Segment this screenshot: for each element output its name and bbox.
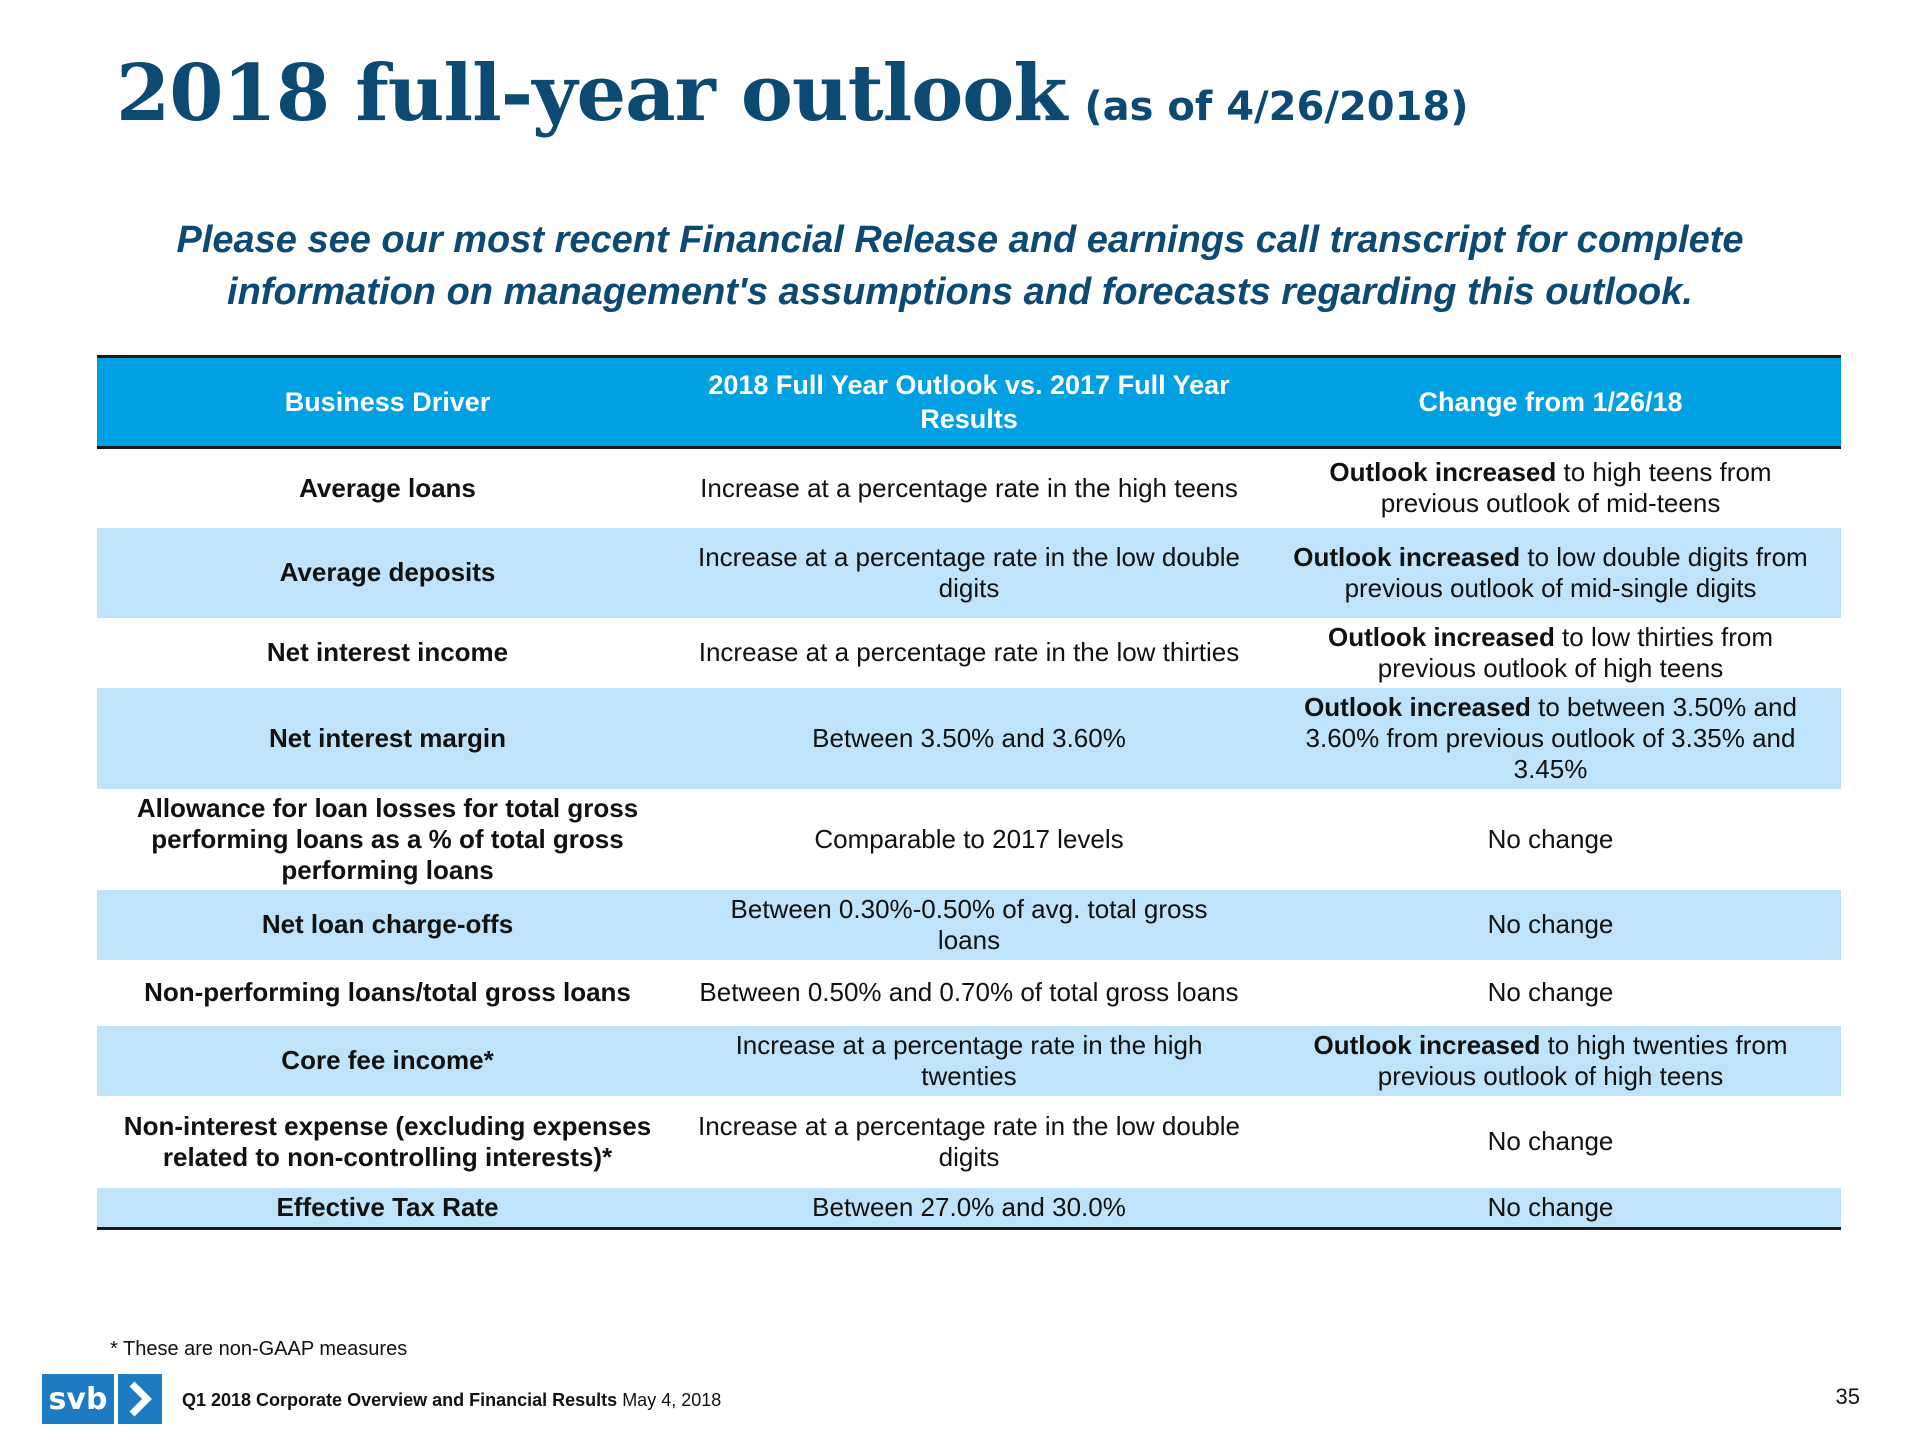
cell-outlook: Between 0.30%-0.50% of avg. total gross … <box>678 889 1260 960</box>
change-detail: No change <box>1487 823 1614 854</box>
cell-change: No change <box>1260 1187 1841 1228</box>
table-row: Non-interest expense (excluding expenses… <box>97 1096 1841 1188</box>
page-title: 2018 full-year outlook <box>116 48 1067 139</box>
footer-date: May 4, 2018 <box>622 1390 722 1410</box>
page-title-note: (as of 4/26/2018) <box>1084 84 1469 130</box>
change-detail: to low double digits from previous outlo… <box>1344 541 1808 603</box>
change-emphasis: Outlook increased <box>1293 541 1521 572</box>
change-emphasis: Outlook increased <box>1304 691 1531 722</box>
cell-business-driver: Average loans <box>299 472 476 503</box>
cell-outlook: Comparable to 2017 levels <box>814 823 1124 854</box>
page-number: 35 <box>1835 1384 1860 1409</box>
cell-outlook: Increase at a percentage rate in the low… <box>697 1110 1241 1172</box>
cell-outlook: Increase at a percentage rate in the low… <box>678 527 1260 618</box>
cell-change: No change <box>1260 789 1841 890</box>
change-detail: No change <box>1487 977 1614 1007</box>
cell-outlook: Between 3.50% and 3.60% <box>678 687 1260 789</box>
cell-change: Outlook increased to high twenties from … <box>1260 1025 1841 1096</box>
cell-outlook: Increase at a percentage rate in the hig… <box>700 472 1238 503</box>
change-detail: to high teens from previous outlook of m… <box>1380 457 1772 519</box>
intro-line-1: Please see our most recent Financial Rel… <box>176 219 1744 261</box>
table-row: Effective Tax Rate Between 27.0% and 30.0… <box>97 1187 1841 1228</box>
change-detail: to low thirties from previous outlook of… <box>1377 621 1773 683</box>
change-emphasis: Outlook increased <box>1313 1029 1541 1060</box>
change-detail: to between 3.50% and 3.60% from previous… <box>1305 691 1797 784</box>
chevron-right-icon <box>118 1374 162 1424</box>
cell-change: No change <box>1260 889 1841 960</box>
change-emphasis: Outlook increased <box>1329 457 1557 488</box>
change-detail: No change <box>1487 909 1614 939</box>
change-detail: to high twenties from previous outlook o… <box>1377 1029 1788 1091</box>
svb-logo: svb <box>42 1374 162 1424</box>
cell-change: Outlook increased to low thirties from p… <box>1260 618 1841 688</box>
change-detail: No change <box>1487 1126 1614 1156</box>
column-header-business-driver: Business Driver <box>97 356 678 449</box>
table-row: Average loans Increase at a percentage ra… <box>97 448 1841 528</box>
table-row: Core fee income* Increase at a percentage… <box>97 1025 1841 1096</box>
column-header-change: Change from 1/26/18 <box>1260 356 1841 449</box>
table-row: Net loan charge-offs Between 0.30%-0.50% … <box>97 889 1841 960</box>
table-header-row: Business Driver 2018 Full Year Outlook v… <box>97 356 1841 449</box>
page-title-block: 2018 full-year outlook (as of 4/26/2018) <box>116 48 1469 139</box>
footer-doc-title: Q1 2018 Corporate Overview and Financial… <box>182 1390 618 1410</box>
logo-wordmark: svb <box>42 1374 114 1424</box>
cell-business-driver: Core fee income* <box>97 1025 678 1096</box>
cell-business-driver: Allowance for loan losses for total gros… <box>136 792 639 885</box>
footer-text: Q1 2018 Corporate Overview and Financial… <box>182 1390 721 1411</box>
cell-business-driver: Effective Tax Rate <box>97 1187 678 1228</box>
cell-business-driver: Net interest income <box>266 637 509 667</box>
column-header-outlook: 2018 Full Year Outlook vs. 2017 Full Yea… <box>678 356 1260 449</box>
table-row: Allowance for loan losses for total gros… <box>97 789 1841 890</box>
cell-business-driver: Net interest margin <box>97 687 678 789</box>
cell-outlook: Between 27.0% and 30.0% <box>678 1187 1260 1228</box>
cell-change: Outlook increased to high teens from pre… <box>1260 448 1841 528</box>
table-row: Non-performing loans/total gross loans Be… <box>97 960 1841 1026</box>
cell-change: Outlook increased to between 3.50% and 3… <box>1260 687 1841 789</box>
intro-line-2: information on management's assumptions … <box>227 271 1693 313</box>
table-row: Net interest income Increase at a percent… <box>97 618 1841 688</box>
cell-change: Outlook increased to low double digits f… <box>1260 527 1841 618</box>
cell-business-driver: Non-performing loans/total gross loans <box>144 977 631 1007</box>
change-emphasis: Outlook increased <box>1327 621 1555 652</box>
outlook-table: Business Driver 2018 Full Year Outlook v… <box>97 355 1841 1230</box>
cell-business-driver: Net loan charge-offs <box>97 889 678 960</box>
cell-change: No change <box>1260 1096 1841 1188</box>
cell-outlook: Increase at a percentage rate in the low… <box>698 637 1240 667</box>
change-detail: No change <box>1487 1191 1614 1222</box>
cell-business-driver: Non-interest expense (excluding expenses… <box>123 1110 652 1172</box>
table-body: Average loans Increase at a percentage ra… <box>97 448 1841 1228</box>
footnote: * These are non-GAAP measures <box>110 1338 408 1360</box>
cell-business-driver: Average deposits <box>97 527 678 618</box>
table-row: Average deposits Increase at a percentage… <box>97 527 1841 618</box>
table-row: Net interest margin Between 3.50% and 3.6… <box>97 687 1841 789</box>
intro-text: Please see our most recent Financial Rel… <box>120 214 1800 318</box>
cell-change: No change <box>1260 960 1841 1026</box>
cell-outlook: Between 0.50% and 0.70% of total gross l… <box>699 977 1239 1007</box>
cell-outlook: Increase at a percentage rate in the hig… <box>678 1025 1260 1096</box>
